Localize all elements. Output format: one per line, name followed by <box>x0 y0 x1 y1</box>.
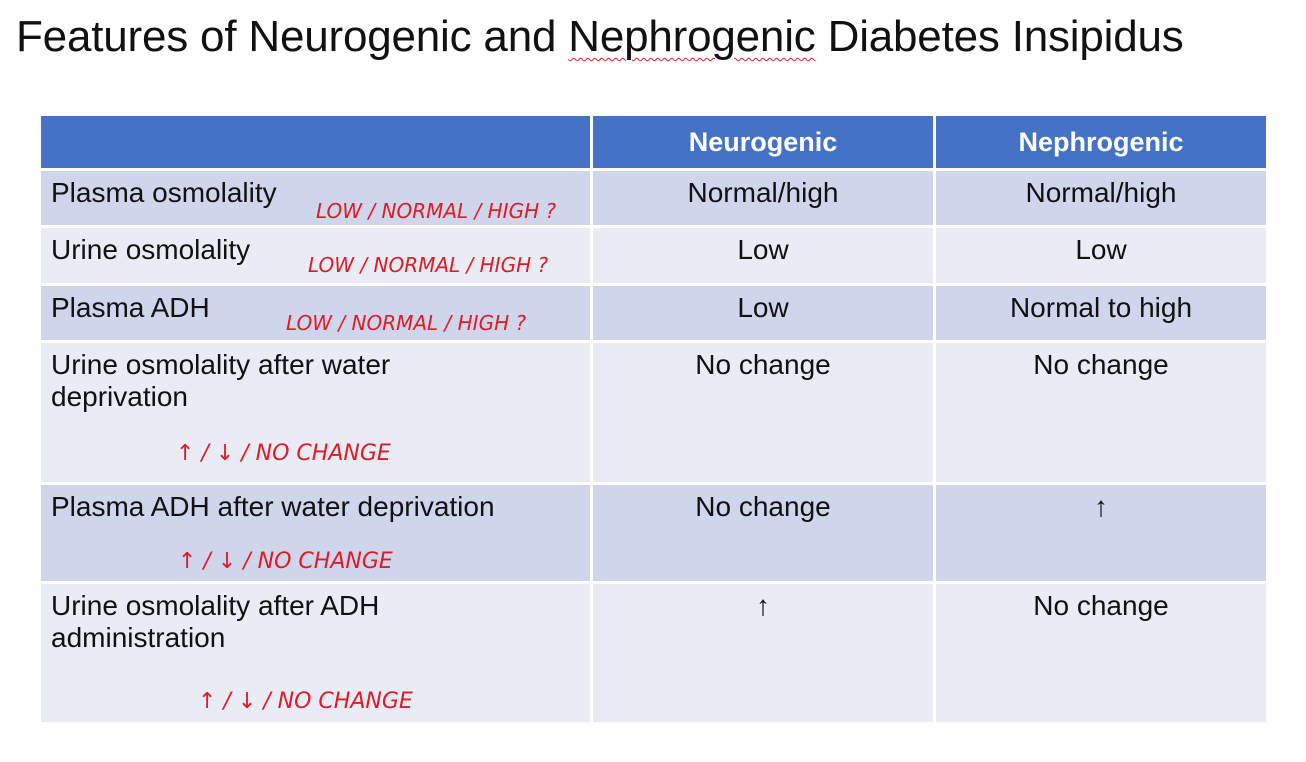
neurogenic-cell: No change <box>590 340 936 485</box>
table-row: Urine osmolality Low Low <box>38 225 1269 286</box>
nephrogenic-cell: No change <box>933 340 1269 485</box>
table-row: Urine osmolality after ADH administratio… <box>38 581 1269 725</box>
table-row: Urine osmolality after water deprivation… <box>38 340 1269 485</box>
neurogenic-cell: ↑ <box>590 581 936 725</box>
header-neurogenic: Neurogenic <box>590 113 936 171</box>
spellcheck-flagged-word: Nephrogenic <box>568 12 816 61</box>
comparison-table: Neurogenic Nephrogenic Plasma osmolality… <box>38 113 1269 725</box>
nephrogenic-cell: Normal to high <box>933 283 1269 343</box>
row-label: Plasma osmolality <box>38 168 593 228</box>
neurogenic-cell: Low <box>590 225 936 286</box>
table-row: Plasma ADH after water deprivation No ch… <box>38 482 1269 584</box>
header-cell-blank <box>38 113 593 171</box>
row-label: Urine osmolality after ADH administratio… <box>38 581 593 725</box>
row-label: Plasma ADH <box>38 283 593 343</box>
slide-title: Features of Neurogenic and Nephrogenic D… <box>16 12 1184 61</box>
nephrogenic-cell: ↑ <box>933 482 1269 584</box>
neurogenic-cell: Low <box>590 283 936 343</box>
row-label: Urine osmolality <box>38 225 593 286</box>
nephrogenic-cell: Normal/high <box>933 168 1269 228</box>
table-row: Plasma ADH Low Normal to high <box>38 283 1269 343</box>
header-nephrogenic: Nephrogenic <box>933 113 1269 171</box>
table-header-row: Neurogenic Nephrogenic <box>38 113 1269 171</box>
table-row: Plasma osmolality Normal/high Normal/hig… <box>38 168 1269 228</box>
row-label: Urine osmolality after water deprivation <box>38 340 593 485</box>
neurogenic-cell: Normal/high <box>590 168 936 228</box>
row-label: Plasma ADH after water deprivation <box>38 482 593 584</box>
nephrogenic-cell: No change <box>933 581 1269 725</box>
nephrogenic-cell: Low <box>933 225 1269 286</box>
neurogenic-cell: No change <box>590 482 936 584</box>
